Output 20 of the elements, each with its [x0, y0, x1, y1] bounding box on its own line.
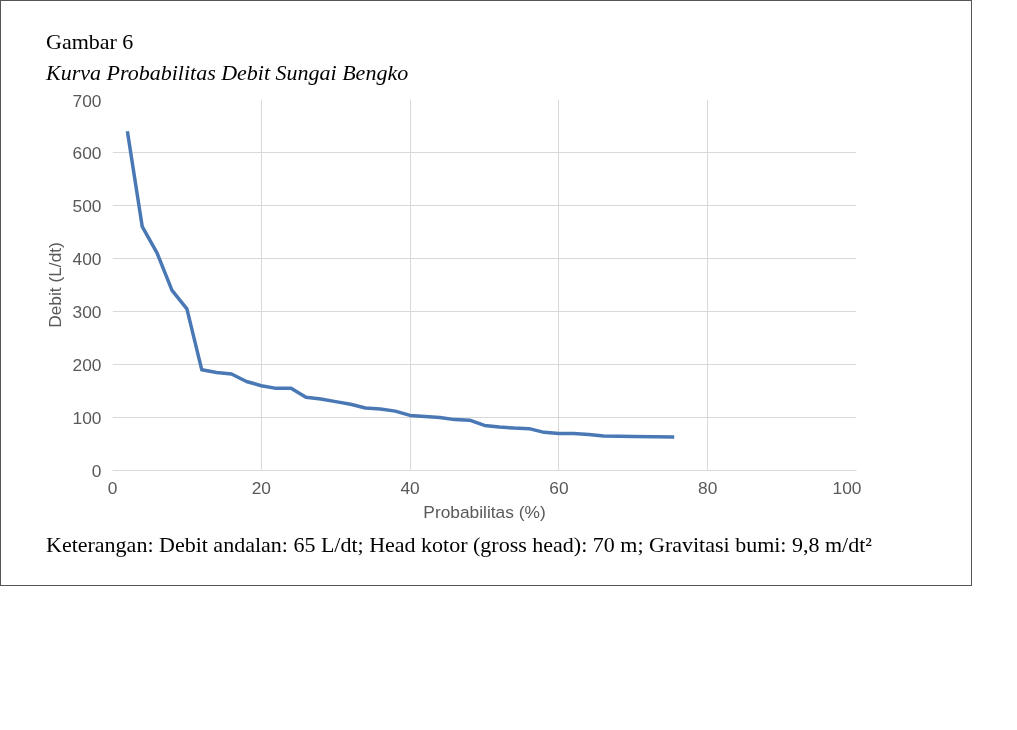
y-tick-label: 100 [72, 407, 102, 428]
y-axis-title: Debit (L/dt) [44, 241, 65, 328]
y-tick-label: 300 [72, 301, 102, 322]
y-tick-label: 0 [91, 460, 102, 481]
x-tick-label: 20 [251, 477, 271, 498]
chart-title: Gambar 6 [46, 28, 135, 56]
chart-subtitle: Kurva Probabilitas Debit Sungai Bengko [46, 59, 409, 88]
x-tick-label: 0 [107, 477, 118, 498]
x-axis-title: Probabilitas (%) [423, 501, 546, 522]
text: Keterangan: Debit andalan: 65 L/dt; Head kotor (gross head): 70 m; Gravitasi bumi: 9,8 m/dt² [46, 530, 872, 559]
x-tick-label: 40 [400, 477, 420, 498]
x-tick-label: 60 [549, 477, 569, 498]
x-tick-label: 80 [698, 477, 718, 498]
y-tick-label: 700 [72, 90, 102, 111]
x-tick-label: 100 [832, 477, 862, 498]
y-tick-label: 600 [72, 142, 102, 163]
y-tick-label: 500 [72, 195, 102, 216]
y-tick-label: 400 [72, 248, 102, 269]
line-series [125, 129, 676, 439]
y-tick-label: 200 [72, 354, 102, 375]
